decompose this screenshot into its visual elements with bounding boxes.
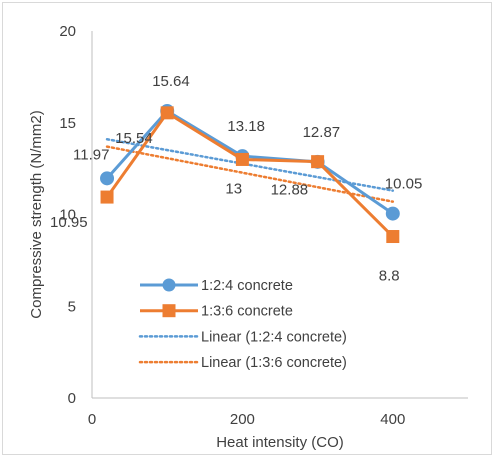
y-tick-label: 20 [59, 23, 76, 40]
data-label: 13.18 [227, 118, 265, 135]
data-labels: 11.97 15.64 13.18 12.87 10.05 10.95 15.54 13 12.… [50, 73, 422, 285]
data-point-marker [100, 171, 115, 186]
legend-label: 1:3:6 concrete [201, 304, 293, 320]
x-tick-label: 0 [88, 411, 96, 428]
y-tick-label: 15 [59, 115, 76, 132]
y-axis-title: Compressive strength (N/mm2) [28, 110, 45, 318]
x-tick-label: 400 [380, 411, 405, 428]
data-label: 10.05 [385, 176, 423, 193]
y-tick-label: 5 [68, 298, 76, 315]
chart-frame: 0 5 10 15 20 0 200 400 11.97 15.64 13.18 12.87 10.0… [2, 2, 492, 455]
data-point-marker [311, 155, 325, 169]
data-point-marker [235, 152, 249, 166]
series [100, 104, 400, 244]
data-label: 15.64 [152, 73, 190, 90]
trendline [105, 145, 395, 203]
legend-label: 1:2:4 concrete [201, 278, 293, 294]
data-point-marker [160, 106, 174, 120]
data-label: 12.87 [303, 124, 341, 141]
data-label: 13 [225, 180, 242, 197]
data-label: 8.8 [379, 268, 400, 285]
data-label: 15.54 [115, 130, 153, 147]
data-label: 11.97 [73, 146, 109, 163]
data-point-marker [100, 190, 114, 204]
legend-swatch-marker [162, 304, 176, 318]
legend-swatch-marker [162, 278, 176, 292]
legend-label: Linear (1:3:6 concrete) [201, 355, 347, 371]
y-tick-label: 0 [68, 390, 76, 407]
y-tick-label: 10 [59, 207, 76, 224]
legend: 1:2:4 concrete 1:3:6 concrete Linear (1:2:… [138, 278, 347, 371]
data-label: 12.88 [271, 182, 309, 199]
data-label: 10.95 [50, 214, 88, 231]
x-tick-label: 200 [230, 411, 255, 428]
legend-label: Linear (1:2:4 concrete) [201, 329, 347, 345]
data-point-marker [386, 230, 400, 244]
data-point-marker [385, 206, 400, 221]
x-axis-title: Heat intensity (CO) [216, 434, 344, 451]
